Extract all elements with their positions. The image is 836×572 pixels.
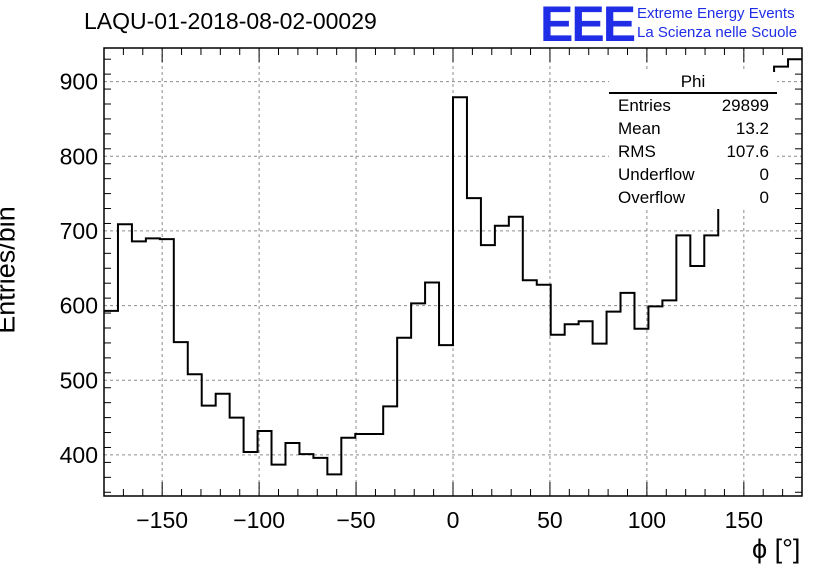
stats-row-underflow: Underflow 0 [609, 163, 777, 186]
stats-value: 0 [759, 188, 769, 207]
x-tick-label: 50 [537, 507, 563, 533]
y-axis-label: Entries/bin [0, 206, 21, 334]
histogram-series [104, 58, 802, 476]
x-tick-label: 100 [628, 507, 666, 533]
y-tick-label: 600 [60, 293, 98, 319]
x-axis-label: ϕ [°] [752, 534, 801, 564]
x-tick-label: −50 [337, 507, 376, 533]
y-tick-label: 800 [60, 143, 98, 169]
x-axis: −150 −100 −50 0 50 100 150 [103, 48, 803, 533]
histogram-line [104, 58, 802, 476]
stats-label: Overflow [618, 188, 686, 207]
y-tick-label: 900 [60, 69, 98, 95]
stats-value: 13.2 [735, 119, 769, 138]
eee-logo: EEE [540, 0, 636, 52]
stats-label: Entries [618, 96, 671, 115]
stats-value: 0 [759, 165, 769, 184]
stats-row-rms: RMS 107.6 [609, 140, 777, 163]
stats-box-title: Phi [609, 72, 777, 94]
y-tick-label: 400 [60, 442, 98, 468]
stats-row-entries: Entries 29899 [609, 94, 777, 117]
y-tick-label: 700 [60, 218, 98, 244]
x-tick-label: −100 [233, 507, 285, 533]
y-axis: 400 500 600 700 800 900 [60, 58, 802, 493]
x-tick-label: 0 [447, 507, 460, 533]
stats-row-mean: Mean 13.2 [609, 117, 777, 140]
stats-value: 107.6 [726, 142, 769, 161]
y-tick-label: 500 [60, 367, 98, 393]
stats-label: RMS [618, 142, 656, 161]
stats-value: 29899 [721, 96, 769, 115]
chart-title: LAQU-01-2018-08-02-00029 [84, 8, 377, 34]
logo-caption: Extreme Energy Events La Scienza nelle S… [637, 4, 797, 42]
x-tick-label: 150 [725, 507, 763, 533]
x-tick-label: −150 [136, 507, 188, 533]
stats-label: Underflow [618, 165, 695, 184]
logo-caption-line1: Extreme Energy Events [637, 5, 795, 22]
stats-label: Mean [618, 119, 661, 138]
stats-row-overflow: Overflow 0 [609, 186, 777, 209]
logo-caption-line2: La Scienza nelle Scuole [637, 24, 798, 41]
stats-box: Phi Entries 29899 Mean 13.2 RMS 107.6 Un… [609, 72, 777, 209]
